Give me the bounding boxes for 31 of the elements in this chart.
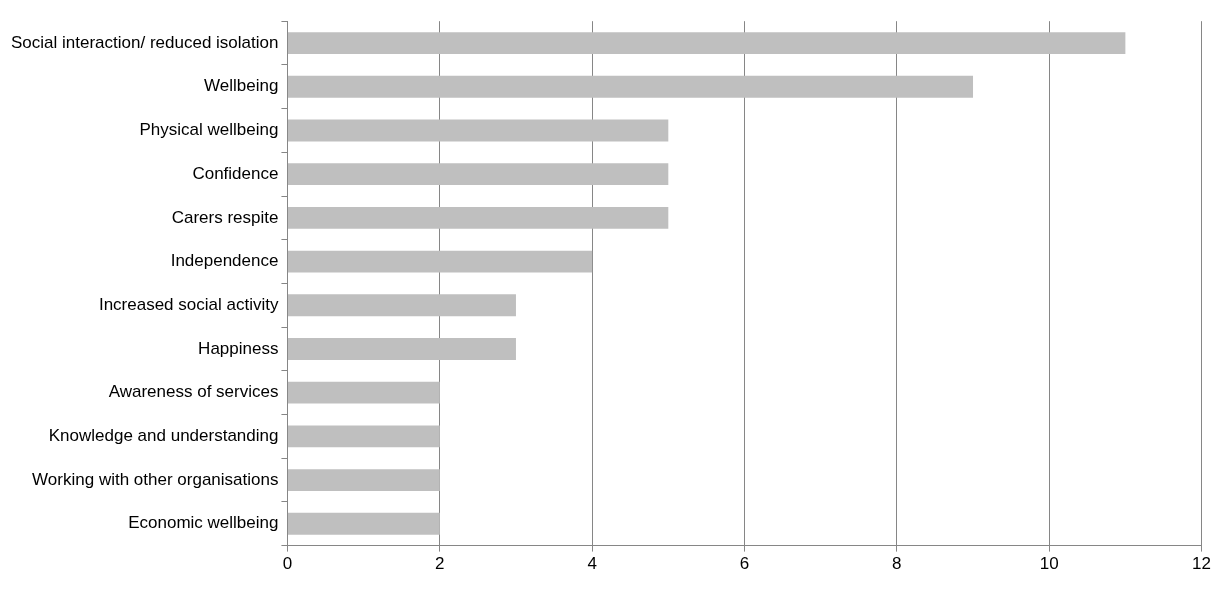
bar (287, 338, 516, 360)
y-tick-label: Confidence (192, 163, 279, 183)
x-tick-label: 0 (282, 554, 293, 574)
y-tick-label: Social interaction/ reduced isolation (11, 32, 279, 52)
x-tick-label: 12 (1192, 554, 1212, 574)
bar (287, 75, 974, 98)
y-tick-label: Carers respite (171, 207, 279, 227)
x-tick-label: 8 (892, 554, 902, 574)
y-tick-label: Increased social activity (98, 294, 279, 314)
y-tick-label: Knowledge and understanding (48, 426, 279, 446)
bar (287, 512, 440, 535)
bar (287, 469, 440, 491)
y-tick-label: Independence (170, 251, 279, 271)
y-tick-label: Economic wellbeing (128, 513, 279, 533)
bar (287, 163, 669, 186)
x-tick-label: 2 (435, 554, 445, 574)
y-tick-label: Happiness (198, 338, 279, 358)
y-tick-label: Physical wellbeing (139, 120, 279, 140)
bar (287, 425, 440, 448)
bar (287, 32, 1126, 54)
y-tick-label: Wellbeing (204, 76, 279, 96)
y-tick-label: Working with other organisations (32, 469, 279, 489)
x-tick-label: 10 (1039, 554, 1059, 574)
bar (287, 381, 440, 404)
x-tick-label: 4 (587, 554, 597, 574)
bar (287, 250, 593, 273)
x-tick-label: 6 (739, 554, 750, 574)
bar (287, 294, 516, 317)
y-tick-label: Awareness of services (108, 382, 279, 402)
bar (287, 206, 669, 229)
bar (287, 119, 669, 142)
